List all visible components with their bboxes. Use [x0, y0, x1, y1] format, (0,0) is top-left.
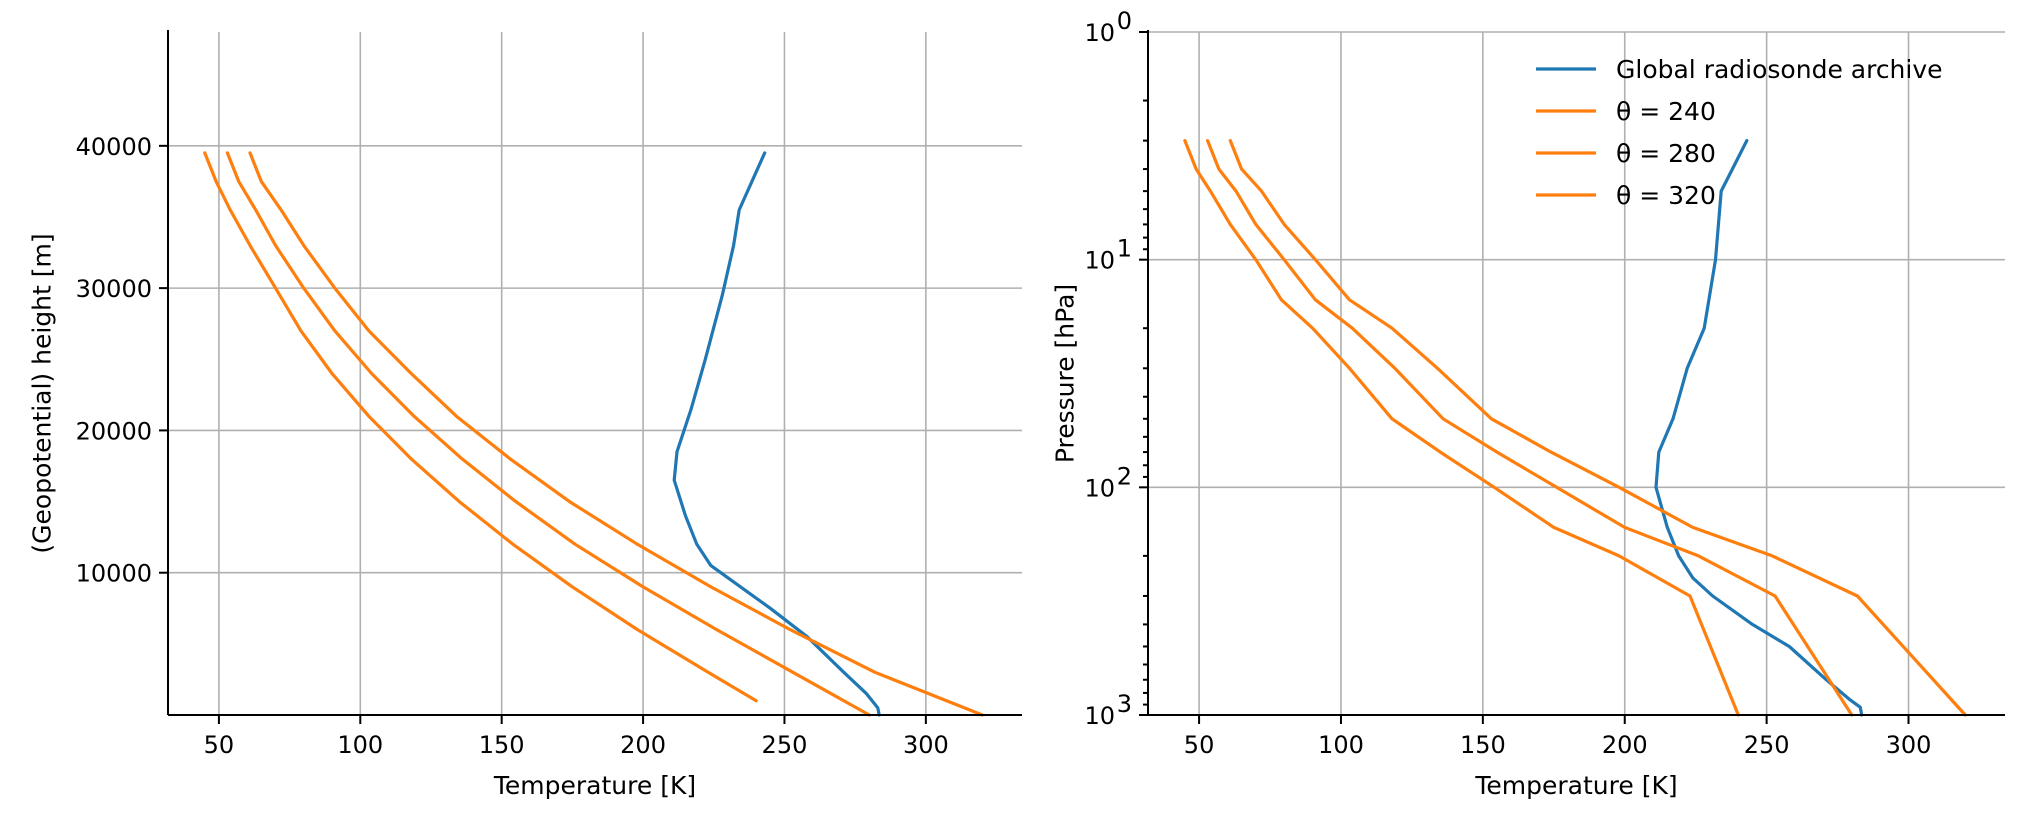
series-line — [1206, 139, 1854, 717]
y-tick-label: 10 — [1084, 19, 1115, 47]
x-tick-label: 100 — [1318, 731, 1364, 759]
x-tick-label: 50 — [204, 731, 235, 759]
y-tick-label: 10 — [1084, 247, 1115, 275]
y-axis-label: Pressure [hPa] — [1050, 284, 1079, 463]
x-tick-label: 150 — [479, 731, 525, 759]
legend-label: θ = 320 — [1616, 181, 1716, 210]
series-line — [248, 151, 984, 717]
x-tick-label: 50 — [1184, 731, 1215, 759]
series-lines — [1183, 139, 1967, 717]
x-axis-label: Temperature [K] — [493, 771, 696, 800]
series-line — [672, 151, 881, 717]
y-tick-exponent: 3 — [1117, 690, 1132, 718]
x-tick-label: 200 — [620, 731, 666, 759]
y-tick-label: 30000 — [76, 275, 152, 303]
y-tick-label: 40000 — [76, 133, 152, 161]
y-tick-label: 10 — [1084, 702, 1115, 730]
series-line — [1654, 139, 1864, 717]
y-tick-exponent: 2 — [1117, 462, 1132, 490]
x-axis-label: Temperature [K] — [1474, 771, 1677, 800]
x-tick-label: 100 — [337, 731, 383, 759]
y-tick-exponent: 0 — [1117, 7, 1132, 35]
y-tick-exponent: 1 — [1117, 235, 1132, 263]
legend: Global radiosonde archive θ = 240 θ = 280 θ… — [1536, 55, 1943, 210]
legend-label: θ = 240 — [1616, 97, 1716, 126]
height-temperature-chart: 50 100 150 200 250 300 10000 20000 30000 40000 Te… — [27, 30, 1022, 800]
series-line — [225, 151, 871, 717]
series-line — [1183, 139, 1740, 717]
x-tick-label: 300 — [903, 731, 949, 759]
grid — [168, 32, 1022, 715]
y-tick-label: 20000 — [76, 417, 152, 445]
series-line — [1228, 139, 1967, 717]
y-tick-label: 10000 — [76, 560, 152, 588]
series-lines — [203, 151, 984, 717]
axes: 50 100 150 200 250 300 10000 20000 30000 40000 — [76, 30, 1022, 759]
x-tick-label: 250 — [1744, 731, 1790, 759]
x-tick-label: 250 — [762, 731, 808, 759]
series-line — [203, 151, 758, 703]
y-tick-label: 10 — [1084, 474, 1115, 502]
legend-label: θ = 280 — [1616, 139, 1716, 168]
grid — [1148, 31, 2005, 716]
x-tick-label: 300 — [1886, 731, 1932, 759]
x-tick-label: 150 — [1460, 731, 1506, 759]
y-axis-label: (Geopotential) height [m] — [27, 233, 56, 553]
x-tick-label: 200 — [1602, 731, 1648, 759]
legend-label: Global radiosonde archive — [1616, 55, 1943, 84]
